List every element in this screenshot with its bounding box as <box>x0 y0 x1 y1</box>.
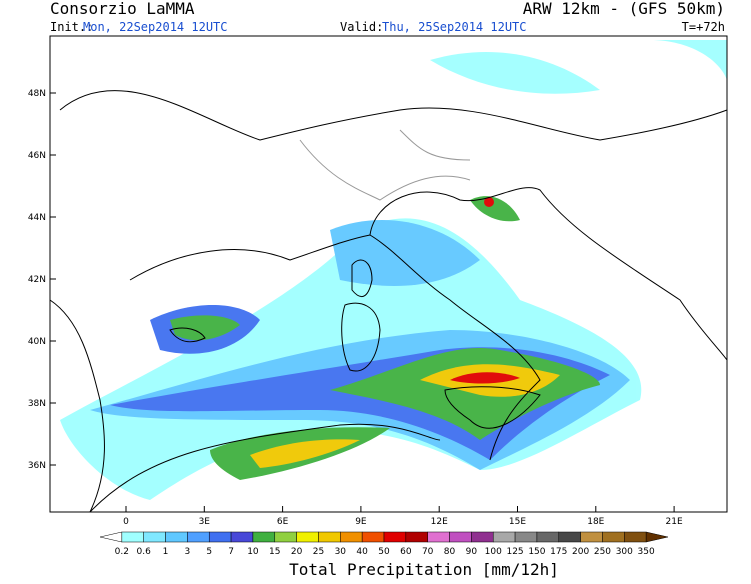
colorbar-swatch <box>208 531 232 543</box>
colorbar-label: 90 <box>466 547 478 557</box>
colorbar-swatch <box>230 531 254 543</box>
colorbar-label: 1 <box>163 547 169 557</box>
colorbar-end <box>645 531 669 543</box>
colorbar-swatch <box>514 531 538 543</box>
colorbar-swatch <box>405 531 428 543</box>
lat-label: 44N <box>28 213 46 223</box>
colorbar-label: 40 <box>356 547 368 557</box>
coastlines <box>49 90 728 513</box>
colorbar-label: 250 <box>594 547 611 557</box>
colorbar-swatch <box>580 531 603 543</box>
colorbar-title: Total Precipitation [mm/12h] <box>289 560 559 579</box>
lon-label: 15E <box>509 517 526 527</box>
lon-label: 0 <box>123 517 129 527</box>
lon-label: 9E <box>355 517 367 527</box>
colorbar-label: 70 <box>422 547 434 557</box>
colorbar-swatch <box>296 531 319 543</box>
colorbar-swatch <box>558 531 581 543</box>
colorbar-swatch <box>187 531 210 543</box>
lon-label: 6E <box>277 517 289 527</box>
colorbar-label: 60 <box>400 547 412 557</box>
colorbar-label: 3 <box>185 547 191 557</box>
colorbar-swatch <box>427 531 450 543</box>
valid-date: Thu, 25Sep2014 12UTC <box>382 20 527 34</box>
colorbar-label: 25 <box>313 547 324 557</box>
colorbar-swatch <box>121 531 144 543</box>
lon-label: 12E <box>431 517 448 527</box>
colorbar-label: 10 <box>247 547 259 557</box>
lead-time: T=+72h <box>682 20 725 34</box>
precipitation <box>60 40 727 500</box>
colorbar-swatch <box>143 531 166 543</box>
title: Consorzio LaMMA <box>50 0 195 18</box>
colorbar-swatch <box>536 531 560 543</box>
colorbar-swatch <box>165 531 188 543</box>
lon-label: 21E <box>666 517 683 527</box>
init-date: Mon, 22Sep2014 12UTC <box>83 20 228 34</box>
colorbar-label: 125 <box>506 547 523 557</box>
colorbar-label: 50 <box>378 547 390 557</box>
lat-label: 48N <box>28 89 46 99</box>
colorbar-label: 0.6 <box>137 547 152 557</box>
colorbar-swatch <box>383 531 407 543</box>
lon-label: 18E <box>587 517 604 527</box>
colorbar-label: 175 <box>550 547 567 557</box>
colorbar-swatch <box>449 531 472 543</box>
colorbar-end <box>99 531 123 543</box>
lat-label: 46N <box>28 151 46 161</box>
colorbar-label: 200 <box>572 547 589 557</box>
borders <box>299 129 471 201</box>
colorbar-swatch <box>340 531 363 543</box>
lat-label: 40N <box>28 337 46 347</box>
lat-label: 38N <box>28 399 46 409</box>
colorbar-swatch <box>471 531 494 543</box>
lat-label: 42N <box>28 275 46 285</box>
colorbar-swatch <box>492 531 516 543</box>
valid-label: Valid: <box>340 20 383 34</box>
map-frame <box>49 35 728 513</box>
colorbar-swatch <box>318 531 341 543</box>
colorbar-label: 7 <box>228 547 234 557</box>
colorbar-label: 0.2 <box>115 547 129 557</box>
lon-label: 3E <box>199 517 211 527</box>
colorbar-label: 20 <box>291 547 303 557</box>
colorbar-label: 150 <box>528 547 545 557</box>
colorbar-label: 80 <box>444 547 456 557</box>
lat-label: 36N <box>28 461 46 471</box>
init-label: Init.: <box>50 20 93 34</box>
model: ARW 12km - (GFS 50km) <box>523 0 725 18</box>
colorbar-swatch <box>252 531 276 543</box>
colorbar-label: 300 <box>616 547 633 557</box>
colorbar-swatch <box>602 531 625 543</box>
colorbar-label: 350 <box>638 547 655 557</box>
colorbar-swatch <box>624 531 647 543</box>
map <box>49 35 728 513</box>
colorbar-swatch <box>274 531 297 543</box>
colorbar-swatch <box>361 531 385 543</box>
colorbar-label: 100 <box>485 547 502 557</box>
colorbar-label: 15 <box>269 547 280 557</box>
colorbar-label: 30 <box>335 547 347 557</box>
colorbar-label: 5 <box>206 547 212 557</box>
